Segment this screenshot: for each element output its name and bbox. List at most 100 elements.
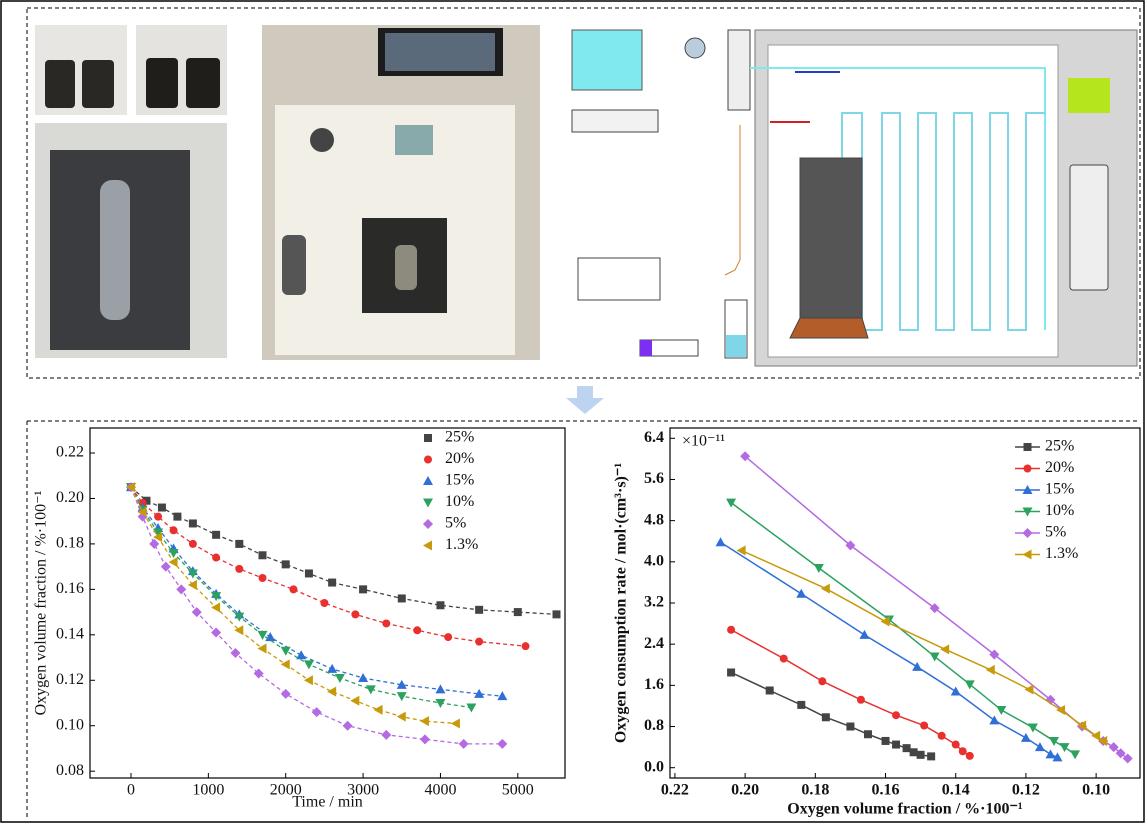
marker — [910, 748, 918, 756]
fit-curve — [131, 487, 526, 646]
sample-tank — [800, 158, 862, 318]
fit-curve — [131, 487, 471, 707]
marker — [497, 691, 507, 700]
marker — [424, 456, 432, 464]
marker — [882, 737, 890, 745]
y-tick-label: 0.8 — [644, 717, 664, 734]
marker — [892, 741, 900, 749]
x-tick-label: 4000 — [424, 782, 456, 799]
marker — [265, 632, 275, 641]
legend-label: 15% — [1045, 481, 1074, 498]
indicator — [1068, 78, 1110, 113]
marker — [1024, 443, 1032, 451]
legend-label: 10% — [445, 493, 474, 510]
marker — [552, 610, 560, 618]
x-tick-label: 0.12 — [1012, 782, 1040, 799]
marker — [951, 687, 961, 696]
y-axis-label: Oxygen consumption rate / mol·(cm³·s)⁻¹ — [613, 463, 630, 743]
marker — [350, 696, 359, 706]
marker — [1021, 733, 1031, 742]
legend-label: 25% — [1045, 438, 1074, 455]
x-tick-label: 0.18 — [801, 782, 829, 799]
marker — [466, 704, 476, 713]
chart: 0.220.200.180.160.140.120.100.00.81.62.4… — [613, 428, 1140, 818]
y-tick-label: 6.4 — [644, 429, 664, 446]
bottle — [395, 245, 417, 290]
marker — [1024, 684, 1033, 694]
monitor — [572, 30, 642, 90]
marker — [359, 585, 367, 593]
legend-label: 15% — [445, 472, 474, 489]
beaker — [146, 58, 178, 108]
marker — [822, 713, 830, 721]
marker — [304, 675, 313, 685]
marker — [959, 747, 967, 755]
controller — [395, 125, 433, 155]
schematic — [572, 30, 1137, 366]
figure: 0100020003000400050000.080.100.120.140.1… — [0, 0, 1145, 823]
tank-base — [790, 318, 868, 338]
marker — [952, 741, 960, 749]
marker — [413, 626, 421, 634]
analyzer — [578, 258, 660, 300]
y-tick-label: 5.6 — [644, 470, 664, 487]
beaker — [45, 60, 75, 108]
filter-end — [640, 340, 652, 356]
marker — [374, 705, 383, 715]
marker — [514, 608, 522, 616]
x-axis-label: Time / min — [292, 794, 363, 811]
y-tick-label: 0.12 — [56, 671, 84, 688]
x-tick-label: 1000 — [192, 782, 224, 799]
condenser — [725, 125, 740, 275]
y-tick-label: 0.0 — [644, 758, 664, 775]
marker — [320, 599, 328, 607]
photos — [35, 25, 540, 360]
x-tick-label: 0 — [127, 782, 135, 799]
marker — [444, 633, 452, 641]
marker — [397, 712, 406, 722]
marker — [903, 744, 911, 752]
marker — [780, 655, 788, 663]
beaker — [82, 60, 114, 108]
legend-label: 20% — [1045, 459, 1074, 476]
x-tick-label: 0.16 — [872, 782, 900, 799]
marker — [176, 584, 186, 594]
marker — [1060, 743, 1070, 752]
marker — [170, 526, 178, 534]
marker — [927, 752, 935, 760]
legend-label: 1.3% — [1045, 545, 1078, 562]
marker — [235, 565, 243, 573]
marker — [423, 541, 432, 551]
marker — [420, 716, 429, 726]
chart: 0100020003000400050000.080.100.120.140.1… — [33, 428, 565, 811]
bottle — [100, 180, 130, 320]
legend-label: 5% — [1045, 524, 1066, 541]
marker — [966, 752, 974, 760]
legend-label: 20% — [445, 450, 474, 467]
y-tick-label: 0.16 — [56, 580, 84, 597]
marker — [986, 665, 995, 675]
marker — [797, 701, 805, 709]
marker — [381, 730, 391, 740]
marker — [382, 619, 390, 627]
marker — [154, 513, 162, 521]
marker — [351, 610, 359, 618]
legend-label: 25% — [445, 429, 474, 446]
tablet-screen — [385, 33, 495, 71]
x-tick-label: 0.14 — [942, 782, 970, 799]
x-axis-label: Oxygen volume fraction / %·100⁻¹ — [787, 801, 1023, 818]
marker — [259, 574, 267, 582]
control-panel — [1070, 165, 1108, 290]
valve — [728, 30, 750, 110]
marker — [435, 684, 445, 693]
marker — [818, 677, 826, 685]
marker — [305, 569, 313, 577]
y-tick-label: 4.8 — [644, 511, 664, 528]
legend-label: 1.3% — [445, 536, 478, 553]
marker — [1035, 742, 1045, 751]
x-tick-label: 0.22 — [661, 782, 689, 799]
y-tick-label: 0.14 — [56, 625, 84, 642]
marker — [212, 554, 220, 562]
marker — [435, 699, 445, 708]
y-tick-label: 0.18 — [56, 535, 84, 552]
